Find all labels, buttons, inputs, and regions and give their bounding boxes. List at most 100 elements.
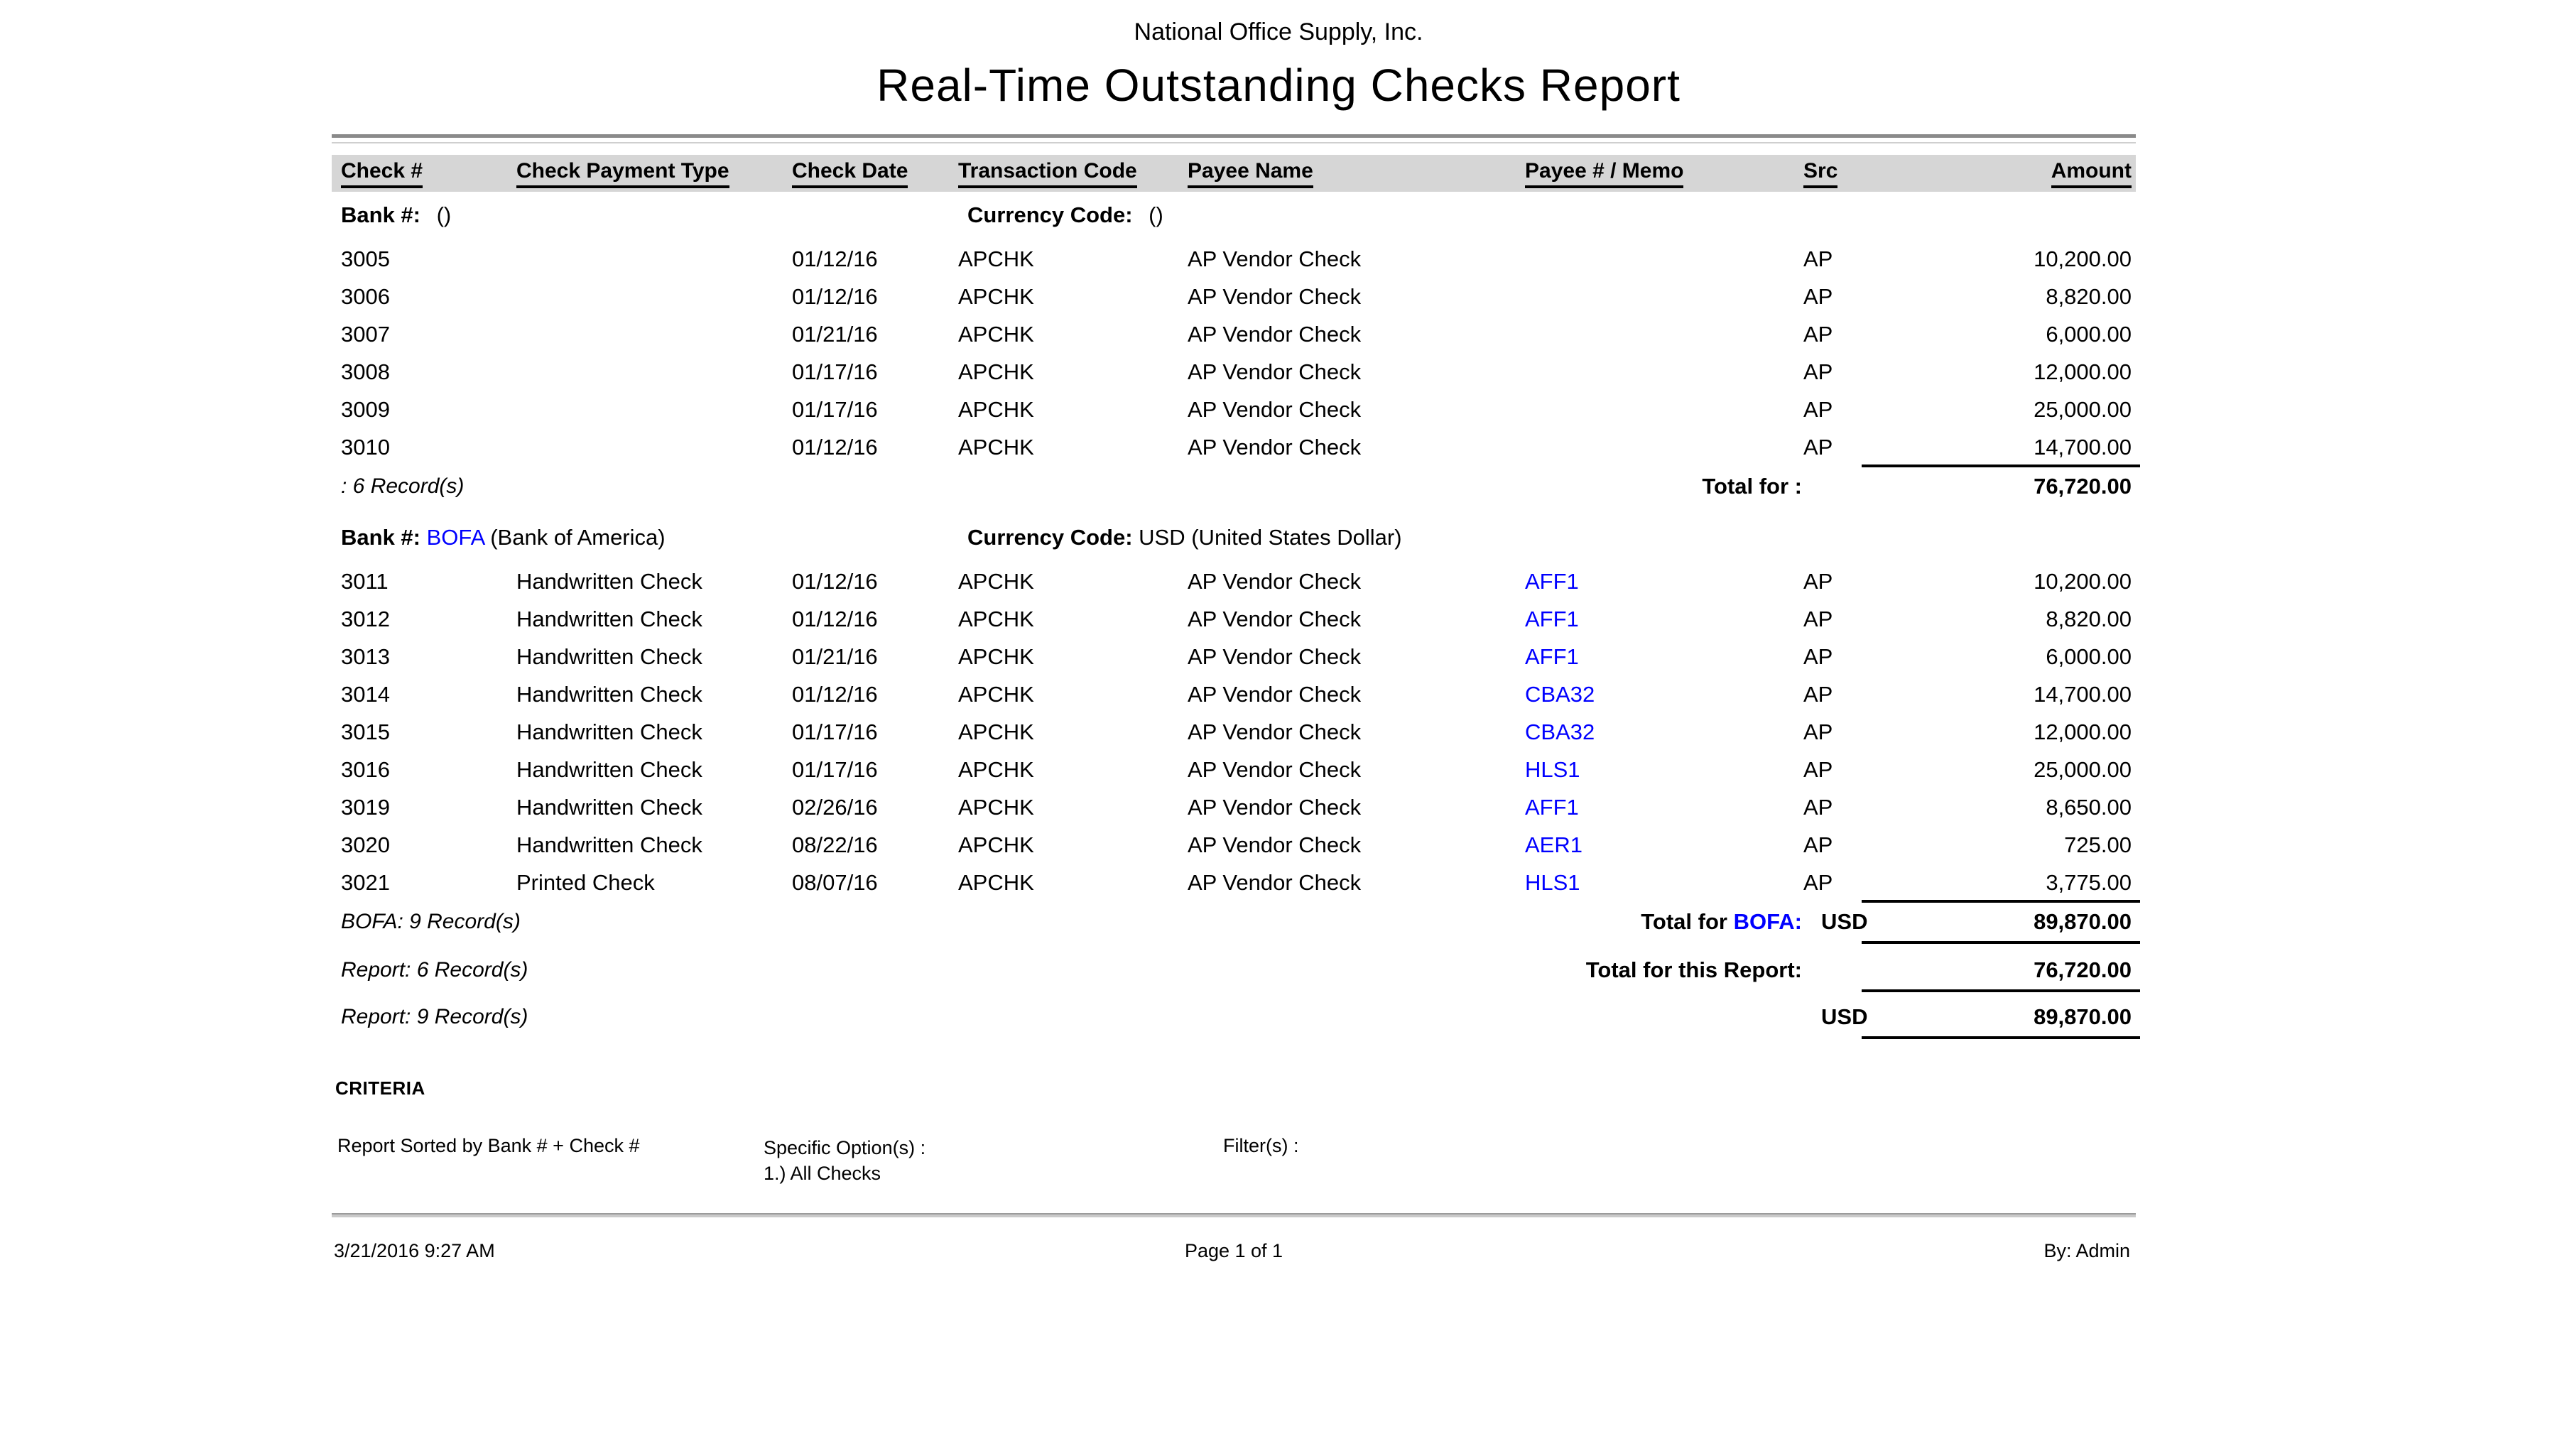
cell-check-date: 08/22/16 bbox=[792, 832, 878, 857]
cell-check-date: 01/17/16 bbox=[792, 719, 878, 744]
column-header-payee-memo: Payee # / Memo bbox=[1525, 159, 1803, 188]
column-header-row: Check # Check Payment Type Check Date Tr… bbox=[332, 155, 2136, 192]
table-row: 3005 01/12/16 APCHK AP Vendor Check AP 1… bbox=[332, 240, 2136, 278]
bank-group-header: Bank #: BOFA (Bank of America) Currency … bbox=[332, 521, 2136, 554]
cell-transaction-code: APCHK bbox=[958, 794, 1034, 820]
cell-payee-memo-link[interactable]: AFF1 bbox=[1525, 568, 1579, 594]
cell-payee-memo-link[interactable]: HLS1 bbox=[1525, 756, 1580, 782]
cell-amount: 8,820.00 bbox=[2046, 606, 2132, 631]
cell-payee-name: AP Vendor Check bbox=[1188, 434, 1362, 460]
cell-check-date: 01/12/16 bbox=[792, 681, 878, 707]
criteria-sorted-by: Report Sorted by Bank # + Check # bbox=[337, 1135, 640, 1156]
cell-payee-memo-link[interactable]: AFF1 bbox=[1525, 606, 1579, 631]
cell-check-number: 3021 bbox=[341, 869, 390, 895]
currency-code-label: Currency Code: bbox=[967, 525, 1133, 550]
table-row: 3010 01/12/16 APCHK AP Vendor Check AP 1… bbox=[332, 428, 2136, 466]
cell-check-date: 01/17/16 bbox=[792, 396, 878, 422]
cell-transaction-code: APCHK bbox=[958, 359, 1034, 384]
column-header-label: Transaction Code bbox=[958, 159, 1137, 188]
cell-payee-name: AP Vendor Check bbox=[1188, 869, 1362, 895]
column-header-label: Check Date bbox=[792, 159, 908, 188]
cell-transaction-code: APCHK bbox=[958, 869, 1034, 895]
bank-number-label: Bank #: bbox=[341, 525, 420, 550]
cell-transaction-code: APCHK bbox=[958, 321, 1034, 347]
cell-payee-name: AP Vendor Check bbox=[1188, 794, 1362, 820]
cell-src: AP bbox=[1803, 756, 1833, 782]
cell-check-date: 01/21/16 bbox=[792, 321, 878, 347]
section-total-amount: 76,720.00 bbox=[2034, 474, 2132, 499]
cell-transaction-code: APCHK bbox=[958, 832, 1034, 857]
report-total-amount: 89,870.00 bbox=[2034, 1004, 2132, 1029]
report-total-currency: USD bbox=[1821, 1004, 1868, 1029]
table-row: 3016 Handwritten Check 01/17/16 APCHK AP… bbox=[332, 751, 2136, 788]
table-row: 3013 Handwritten Check 01/21/16 APCHK AP… bbox=[332, 638, 2136, 675]
footer-page-number: Page 1 of 1 bbox=[1184, 1240, 1283, 1261]
table-row: 3015 Handwritten Check 01/17/16 APCHK AP… bbox=[332, 713, 2136, 751]
section-record-count: BOFA: 9 Record(s) bbox=[341, 910, 521, 933]
table-row: 3011 Handwritten Check 01/12/16 APCHK AP… bbox=[332, 563, 2136, 600]
bank-name: (Bank of America) bbox=[490, 525, 666, 550]
cell-payment-type: Handwritten Check bbox=[516, 568, 702, 594]
cell-check-date: 01/21/16 bbox=[792, 643, 878, 669]
cell-payee-memo-link[interactable]: CBA32 bbox=[1525, 681, 1595, 707]
column-header-label: Check Payment Type bbox=[516, 159, 729, 188]
cell-transaction-code: APCHK bbox=[958, 756, 1034, 782]
cell-check-date: 08/07/16 bbox=[792, 869, 878, 895]
section-record-count: : 6 Record(s) bbox=[341, 474, 465, 498]
column-header-label: Check # bbox=[341, 159, 423, 188]
total-bank-code-link[interactable]: BOFA: bbox=[1733, 909, 1802, 934]
cell-payee-name: AP Vendor Check bbox=[1188, 832, 1362, 857]
cell-check-number: 3016 bbox=[341, 756, 390, 782]
cell-amount: 25,000.00 bbox=[2034, 396, 2132, 422]
bank-name: () bbox=[436, 202, 452, 227]
cell-check-number: 3013 bbox=[341, 643, 390, 669]
table-row: 3009 01/17/16 APCHK AP Vendor Check AP 2… bbox=[332, 391, 2136, 428]
report-total-row: Report: 6 Record(s) Total for this Repor… bbox=[332, 950, 2140, 992]
cell-payment-type: Handwritten Check bbox=[516, 681, 702, 707]
cell-amount: 6,000.00 bbox=[2046, 643, 2132, 669]
cell-payee-name: AP Vendor Check bbox=[1188, 681, 1362, 707]
cell-transaction-code: APCHK bbox=[958, 568, 1034, 594]
cell-check-number: 3005 bbox=[341, 246, 390, 271]
report-record-count: Report: 9 Record(s) bbox=[341, 1005, 528, 1028]
cell-payee-name: AP Vendor Check bbox=[1188, 756, 1362, 782]
cell-transaction-code: APCHK bbox=[958, 434, 1034, 460]
cell-check-date: 01/17/16 bbox=[792, 756, 878, 782]
cell-payee-memo-link[interactable]: AER1 bbox=[1525, 832, 1582, 857]
cell-payee-name: AP Vendor Check bbox=[1188, 568, 1362, 594]
table-row: 3006 01/12/16 APCHK AP Vendor Check AP 8… bbox=[332, 278, 2136, 315]
column-header-amount: Amount bbox=[1981, 159, 2136, 188]
cell-payee-memo-link[interactable]: AFF1 bbox=[1525, 794, 1579, 820]
cell-check-number: 3009 bbox=[341, 396, 390, 422]
bank-number-label: Bank #: bbox=[341, 202, 420, 227]
cell-payment-type: Handwritten Check bbox=[516, 643, 702, 669]
cell-payee-name: AP Vendor Check bbox=[1188, 321, 1362, 347]
cell-src: AP bbox=[1803, 434, 1833, 460]
cell-amount: 6,000.00 bbox=[2046, 321, 2132, 347]
cell-payee-memo-link[interactable]: AFF1 bbox=[1525, 643, 1579, 669]
section-total-amount: 89,870.00 bbox=[2034, 909, 2132, 934]
cell-transaction-code: APCHK bbox=[958, 681, 1034, 707]
cell-src: AP bbox=[1803, 681, 1833, 707]
cell-check-number: 3012 bbox=[341, 606, 390, 631]
report-body: Check # Check Payment Type Check Date Tr… bbox=[332, 134, 2140, 1266]
column-header-payment-type: Check Payment Type bbox=[516, 159, 792, 188]
cell-payee-memo-link[interactable]: CBA32 bbox=[1525, 719, 1595, 744]
cell-amount: 10,200.00 bbox=[2034, 568, 2132, 594]
column-header-check-number: Check # bbox=[332, 159, 516, 188]
cell-transaction-code: APCHK bbox=[958, 246, 1034, 271]
criteria-heading: CRITERIA bbox=[335, 1077, 425, 1099]
cell-amount: 12,000.00 bbox=[2034, 719, 2132, 744]
cell-amount: 10,200.00 bbox=[2034, 246, 2132, 271]
cell-src: AP bbox=[1803, 283, 1833, 309]
cell-check-number: 3007 bbox=[341, 321, 390, 347]
cell-src: AP bbox=[1803, 794, 1833, 820]
footer-run-by: By: Admin bbox=[2043, 1240, 2130, 1261]
bank-code-link[interactable]: BOFA bbox=[426, 525, 484, 550]
cell-payee-name: AP Vendor Check bbox=[1188, 643, 1362, 669]
cell-payee-memo-link[interactable]: HLS1 bbox=[1525, 869, 1580, 895]
criteria-specific-options: Specific Option(s) : 1.) All Checks bbox=[764, 1135, 925, 1186]
currency-code-group: Currency Code: USD (United States Dollar… bbox=[967, 525, 1402, 550]
cell-src: AP bbox=[1803, 832, 1833, 857]
